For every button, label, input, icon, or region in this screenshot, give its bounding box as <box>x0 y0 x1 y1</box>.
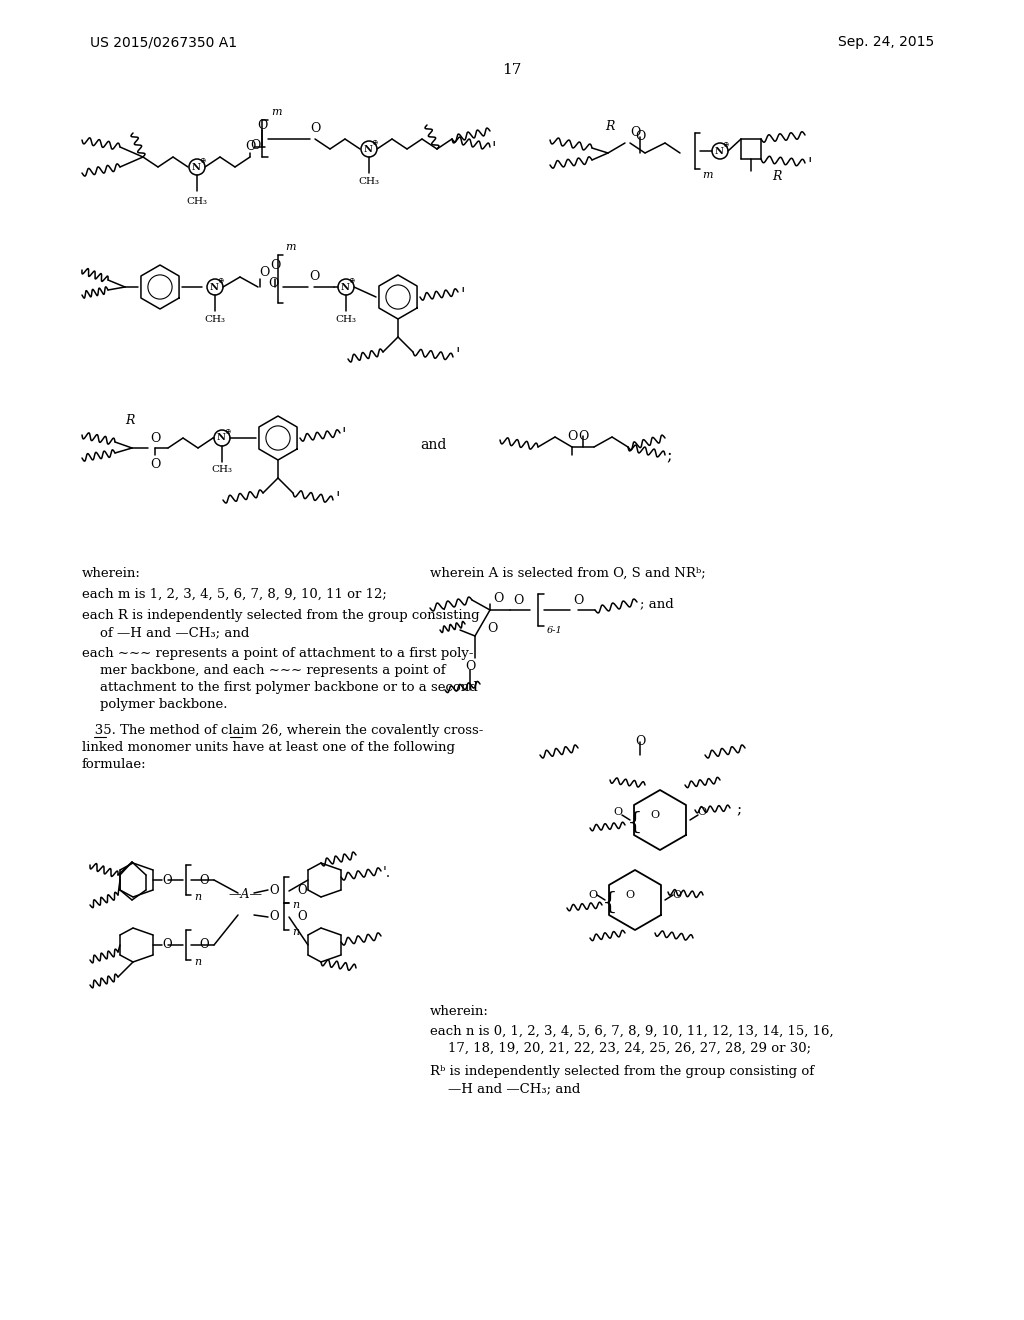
Text: O: O <box>245 140 255 153</box>
Text: m: m <box>701 170 713 180</box>
Text: polymer backbone.: polymer backbone. <box>100 698 227 711</box>
Text: '.: '. <box>383 866 391 880</box>
Text: N: N <box>191 162 201 172</box>
Text: CH₃: CH₃ <box>336 314 356 323</box>
Text: O: O <box>578 430 588 444</box>
Text: of —H and —CH₃; and: of —H and —CH₃; and <box>100 626 250 639</box>
Text: attachment to the first polymer backbone or to a second: attachment to the first polymer backbone… <box>100 681 478 694</box>
Text: O: O <box>572 594 584 606</box>
Text: ;: ; <box>666 446 672 463</box>
Text: ;: ; <box>736 803 741 817</box>
Text: 17: 17 <box>503 63 521 77</box>
Text: 6-1: 6-1 <box>547 626 563 635</box>
Text: {: { <box>627 810 643 833</box>
Text: O: O <box>486 622 498 635</box>
Text: O: O <box>162 874 172 887</box>
Text: ': ' <box>460 285 465 302</box>
Text: N: N <box>341 282 349 292</box>
Text: O: O <box>613 807 623 817</box>
Text: ': ' <box>455 346 460 363</box>
Text: O: O <box>635 735 645 748</box>
Text: R: R <box>772 170 781 183</box>
Text: ; and: ; and <box>640 598 674 610</box>
Text: ⊕: ⊕ <box>722 141 728 149</box>
Text: O: O <box>650 810 659 820</box>
Text: O: O <box>297 911 307 924</box>
Text: CH₃: CH₃ <box>358 177 380 186</box>
Text: Sep. 24, 2015: Sep. 24, 2015 <box>838 36 934 49</box>
Text: CH₃: CH₃ <box>212 466 232 474</box>
Text: each ∼∼∼ represents a point of attachment to a first poly-: each ∼∼∼ represents a point of attachmen… <box>82 647 473 660</box>
Text: O: O <box>257 119 267 132</box>
Text: N: N <box>216 433 225 442</box>
Text: and: and <box>420 438 446 451</box>
Text: O: O <box>465 660 475 672</box>
Text: O: O <box>162 939 172 952</box>
Text: wherein A is selected from O, S and NRᵇ;: wherein A is selected from O, S and NRᵇ; <box>430 568 706 579</box>
Text: ': ' <box>335 490 340 507</box>
Text: O: O <box>635 129 645 143</box>
Text: O: O <box>150 432 160 445</box>
Text: each n is 0, 1, 2, 3, 4, 5, 6, 7, 8, 9, 10, 11, 12, 13, 14, 15, 16,: each n is 0, 1, 2, 3, 4, 5, 6, 7, 8, 9, … <box>430 1026 834 1038</box>
Text: O: O <box>493 591 503 605</box>
Text: O: O <box>309 271 319 284</box>
Text: N: N <box>364 144 373 153</box>
Text: O: O <box>626 890 635 900</box>
Text: US 2015/0267350 A1: US 2015/0267350 A1 <box>90 36 238 49</box>
Text: n: n <box>194 892 201 902</box>
Text: N: N <box>210 282 218 292</box>
Text: ': ' <box>490 140 496 157</box>
Text: O: O <box>200 874 209 887</box>
Text: n: n <box>292 900 299 909</box>
Text: CH₃: CH₃ <box>186 197 208 206</box>
Text: m: m <box>270 107 282 117</box>
Text: ⊕: ⊕ <box>199 157 205 165</box>
Text: 17, 18, 19, 20, 21, 22, 23, 24, 25, 26, 27, 28, 29 or 30;: 17, 18, 19, 20, 21, 22, 23, 24, 25, 26, … <box>449 1041 811 1055</box>
Text: Rᵇ is independently selected from the group consisting of: Rᵇ is independently selected from the gr… <box>430 1065 814 1078</box>
Text: O: O <box>567 429 578 442</box>
Text: ': ' <box>341 426 345 444</box>
Text: O: O <box>589 890 598 900</box>
Text: ': ' <box>807 157 811 173</box>
Text: R: R <box>125 413 135 426</box>
Text: O: O <box>269 883 279 896</box>
Text: wherein:: wherein: <box>82 568 141 579</box>
Text: n: n <box>194 957 201 968</box>
Text: O: O <box>269 911 279 924</box>
Text: mer backbone, and each ∼∼∼ represents a point of: mer backbone, and each ∼∼∼ represents a … <box>100 664 445 677</box>
Text: O: O <box>310 123 321 136</box>
Text: O: O <box>259 267 269 280</box>
Text: n: n <box>292 927 299 937</box>
Text: each m is 1, 2, 3, 4, 5, 6, 7, 8, 9, 10, 11 or 12;: each m is 1, 2, 3, 4, 5, 6, 7, 8, 9, 10,… <box>82 587 387 601</box>
Text: O: O <box>268 277 279 290</box>
Text: ⊕: ⊕ <box>224 428 230 436</box>
Text: CH₃: CH₃ <box>205 314 225 323</box>
Text: —H and —CH₃; and: —H and —CH₃; and <box>449 1082 581 1096</box>
Text: m: m <box>285 242 295 252</box>
Text: R: R <box>605 120 614 133</box>
Text: O: O <box>269 259 281 272</box>
Text: ⊕: ⊕ <box>371 139 377 147</box>
Text: linked monomer units have at least one of the following: linked monomer units have at least one o… <box>82 741 455 754</box>
Text: O: O <box>630 127 640 140</box>
Text: O: O <box>200 939 209 952</box>
Text: ⊕: ⊕ <box>348 277 354 285</box>
Text: O: O <box>250 139 260 152</box>
Text: O: O <box>697 807 707 817</box>
Text: O: O <box>513 594 523 606</box>
Text: —A—: —A— <box>229 888 263 902</box>
Text: O: O <box>150 458 160 471</box>
Text: wherein:: wherein: <box>430 1005 488 1018</box>
Text: ⊕: ⊕ <box>217 277 223 285</box>
Text: each R is independently selected from the group consisting: each R is independently selected from th… <box>82 609 479 622</box>
Text: O: O <box>297 884 307 898</box>
Text: ​35. The method of claim ​26, wherein the covalently cross-: ​35. The method of claim ​26, wherein th… <box>82 723 483 737</box>
Text: formulae:: formulae: <box>82 758 146 771</box>
Text: {: { <box>602 891 617 913</box>
Text: N: N <box>715 147 723 156</box>
Text: O: O <box>673 890 682 900</box>
